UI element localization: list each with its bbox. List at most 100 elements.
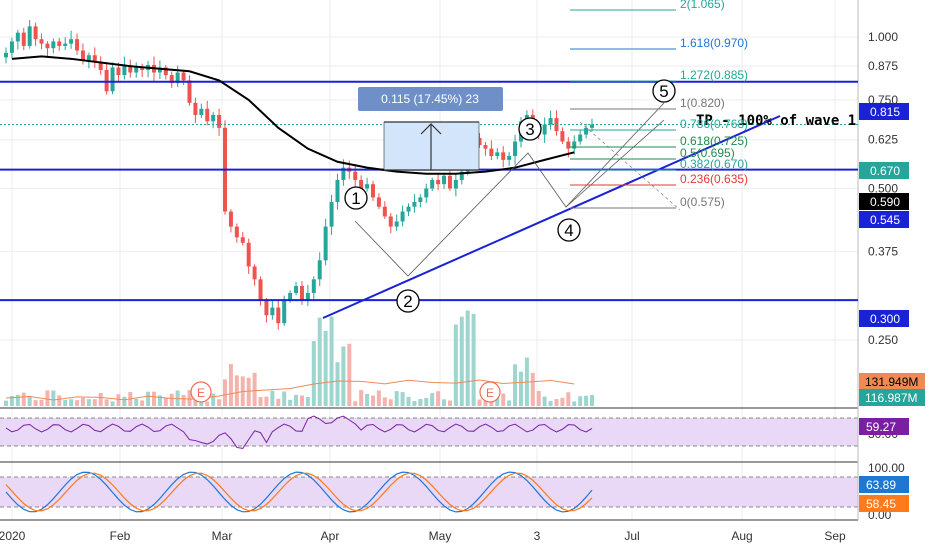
volume-bar — [134, 398, 139, 406]
fib-label: 2(1.065) — [680, 0, 725, 11]
volume-bar — [548, 400, 553, 406]
y-tick-label: 1.000 — [868, 30, 898, 44]
x-tick-label: Mar — [212, 529, 233, 543]
volume-bar — [560, 397, 565, 406]
fib-label: 0(0.575) — [680, 195, 725, 209]
candle-body — [572, 141, 577, 149]
volume-bar — [223, 379, 228, 406]
y-tick-label: 0.375 — [868, 244, 898, 258]
volume-bar — [412, 400, 417, 406]
candle-body — [246, 242, 251, 267]
volume-bar — [252, 372, 257, 406]
volume-bar — [513, 364, 518, 406]
candle-body — [513, 141, 518, 157]
wave-5-circle — [652, 79, 676, 103]
candle-body — [169, 75, 174, 84]
volume-tag-1 — [859, 373, 925, 390]
volume-bar — [294, 394, 299, 406]
volume-bar — [382, 397, 387, 406]
wave-4-label: 4 — [564, 221, 573, 240]
fib-label: 0.5(0.695) — [680, 146, 735, 160]
candle-body — [80, 50, 85, 61]
candle-body — [548, 118, 553, 125]
candle-body — [92, 55, 97, 63]
candle-body — [323, 226, 328, 261]
candle-body — [264, 300, 269, 316]
volume-bar — [424, 398, 429, 406]
earnings-marker-icon[interactable] — [190, 381, 212, 403]
volume-ma-line — [5, 379, 575, 401]
volume-bar — [264, 396, 269, 406]
candle-body — [175, 72, 180, 84]
volume-bar — [453, 324, 458, 406]
fib-labels: 2(1.065) 1.618(0.970) 1.272(0.885) 1(0.8… — [680, 0, 748, 209]
earnings-marker-label: E — [486, 386, 494, 400]
volume-bar — [501, 393, 506, 406]
candle-body — [258, 279, 263, 301]
volume-bar — [45, 390, 50, 406]
volume-bar — [122, 396, 127, 406]
stoch-k-line — [5, 471, 593, 513]
y-tick-label: 0.500 — [868, 182, 898, 196]
trend-line — [322, 115, 781, 319]
stoch-tag-1-text: 63.89 — [866, 478, 896, 492]
stoch-tick-label: 100.00 — [868, 461, 905, 475]
candle-body — [560, 131, 565, 142]
volume-bar — [365, 393, 370, 406]
wave-labels: 1 2 3 4 5 — [344, 79, 676, 313]
candle-body — [305, 292, 310, 301]
candle-body — [436, 179, 441, 185]
x-tick-label: May — [429, 529, 452, 543]
volume-bar — [311, 341, 316, 406]
candle-body — [193, 102, 198, 115]
volume-bar — [146, 391, 151, 406]
y-tick-label: 0.875 — [868, 59, 898, 73]
volume-tag-1-text: 131.949M — [865, 375, 918, 389]
volume-bar — [33, 400, 38, 406]
earnings-marker-icon[interactable] — [479, 381, 501, 403]
x-tick-label: Aug — [731, 529, 752, 543]
volume-bar — [477, 399, 482, 406]
candle-body — [489, 148, 494, 157]
fib-label: 1.618(0.970) — [680, 36, 748, 50]
candle-body — [270, 307, 275, 316]
volume-bar — [341, 346, 346, 406]
candle-body — [566, 141, 571, 149]
volume-bar — [211, 393, 216, 406]
candle-body — [406, 206, 411, 212]
volume-bar — [92, 399, 97, 406]
candle-body — [299, 286, 304, 301]
volume-bar — [258, 397, 263, 406]
volume-bar — [459, 316, 464, 406]
price-tags: 0.815 0.670 0.590 0.545 0.300 131.949M 1… — [859, 103, 925, 512]
x-tick-label: Feb — [110, 529, 131, 543]
rsi-tag — [859, 418, 909, 435]
measure-label-box — [358, 87, 503, 111]
candle-body — [370, 184, 375, 198]
volume-bar — [359, 390, 364, 406]
candle-body — [57, 41, 62, 46]
level-tag-0815 — [859, 103, 909, 120]
candle-body — [359, 179, 364, 189]
volume-bars — [4, 310, 594, 406]
level-tag-0300 — [859, 310, 909, 327]
candle-body — [122, 64, 127, 76]
measure-label: 0.115 (17.45%) 23 — [381, 92, 479, 106]
volume-bar — [205, 401, 210, 406]
volume-bar — [471, 313, 476, 406]
y-tick-label: 0.625 — [868, 133, 898, 147]
y-tick-label: 0.250 — [868, 333, 898, 347]
volume-bar — [187, 390, 192, 406]
volume-bar — [104, 399, 109, 406]
x-tick-label: Apr — [321, 529, 340, 543]
ma-tag — [859, 193, 909, 210]
candle-body — [382, 206, 387, 217]
candle-body — [276, 307, 281, 324]
candle-body — [228, 211, 233, 227]
tp-label: TP - 100% of wave 1 — [696, 113, 856, 129]
candle-body — [329, 202, 334, 227]
volume-bar — [299, 395, 304, 406]
candle-body — [63, 43, 68, 46]
x-tick-label: Jul — [624, 529, 639, 543]
